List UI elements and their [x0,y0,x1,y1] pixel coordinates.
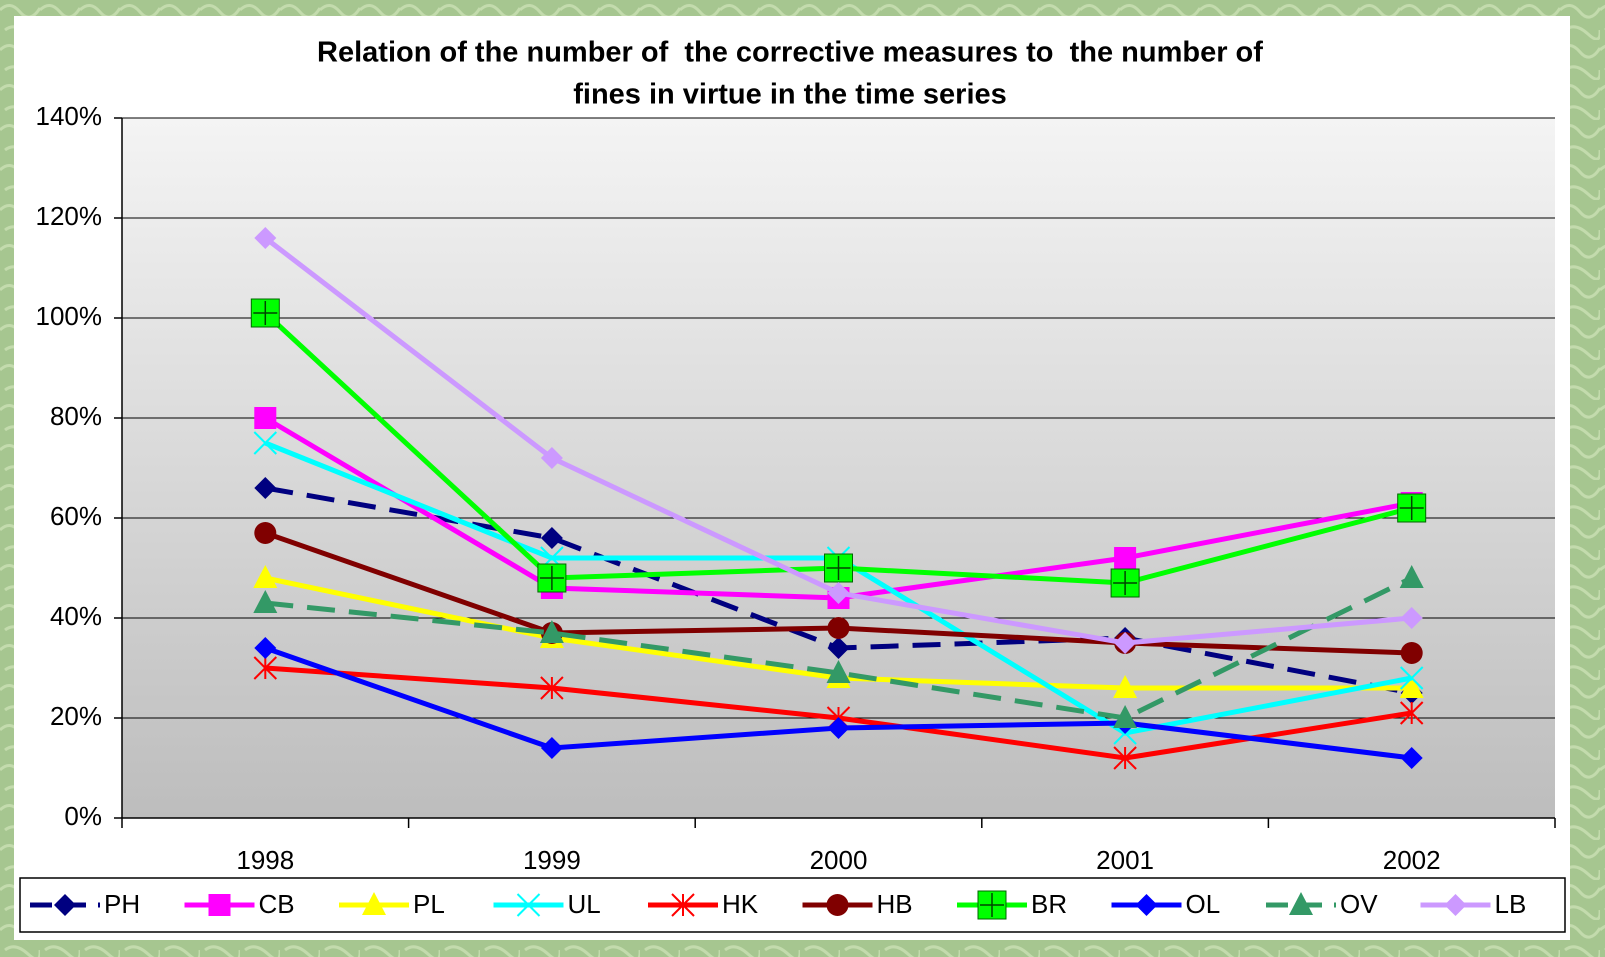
marker [540,527,563,549]
chart-title: fines in virtue in the time series [573,79,1007,111]
marker [537,563,567,593]
legend-label: CB [259,889,295,919]
marker [1400,747,1423,769]
legend-label: HB [877,889,913,919]
marker [827,637,850,659]
marker [1110,568,1140,598]
marker [540,676,564,700]
marker [1113,675,1138,698]
legend-label: PH [104,889,140,919]
marker [208,894,231,916]
marker [254,477,277,499]
x-tick-label: 1998 [236,845,294,875]
marker [253,590,278,613]
marker [1114,632,1137,654]
marker [1113,705,1138,728]
marker [826,660,851,683]
marker [539,620,564,643]
marker [827,617,850,639]
marker [254,407,277,429]
marker [671,893,695,917]
legend-label: BR [1031,889,1067,919]
marker-plus [1113,571,1138,595]
marker [1135,894,1158,916]
chart-title: Relation of the number of the corrective… [317,37,1263,69]
marker [254,522,277,544]
legend-label: OV [1340,889,1378,919]
y-tick-label: 80% [50,401,102,431]
marker [1113,746,1137,770]
marker [1289,892,1313,915]
marker-plus [826,556,851,580]
marker [824,553,853,583]
marker-plus [253,301,278,325]
marker [1400,642,1423,664]
plot-area [122,118,1555,818]
marker [1399,666,1424,690]
marker [54,894,76,916]
legend-label: LB [1495,889,1527,919]
marker [253,431,278,455]
x-tick-label: 2000 [810,845,868,875]
marker [253,656,278,680]
marker [826,894,849,916]
marker [1399,675,1424,698]
marker [1400,607,1423,629]
y-tick-label: 0% [64,801,102,831]
y-tick-label: 20% [50,701,102,731]
marker [250,298,280,328]
y-tick-label: 140% [36,101,103,131]
marker [254,637,277,659]
legend-label: UL [568,889,601,919]
marker-plus [980,893,1004,917]
marker [827,717,850,739]
marker [254,227,277,249]
legend-label: HK [722,889,759,919]
y-tick-label: 60% [50,501,102,531]
x-tick-label: 2001 [1096,845,1154,875]
marker [1114,547,1137,569]
y-tick-label: 120% [36,201,103,231]
marker [977,890,1007,920]
y-tick-label: 40% [50,601,102,631]
legend-label: OL [1186,889,1221,919]
y-tick-label: 100% [36,301,103,331]
marker [253,565,278,588]
marker [540,447,563,469]
marker-plus [539,566,564,590]
x-tick-label: 1999 [523,845,581,875]
series-line [265,575,1413,721]
marker [516,893,541,917]
marker [1399,565,1424,588]
marker [1397,493,1427,523]
marker-plus [1399,496,1424,520]
marker [540,737,563,759]
legend-label: PL [413,889,445,919]
x-tick-label: 2002 [1383,845,1441,875]
marker [1399,701,1424,725]
marker [362,892,386,915]
marker [827,582,850,604]
marker [1444,894,1467,916]
